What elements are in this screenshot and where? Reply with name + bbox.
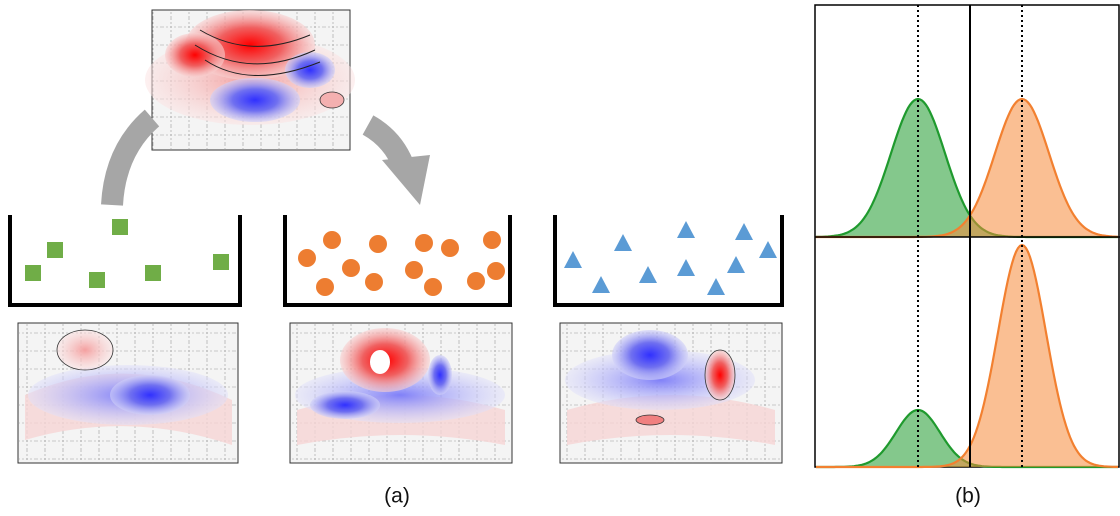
orange-circles xyxy=(298,231,505,296)
map-top xyxy=(145,9,355,151)
distributions xyxy=(814,4,1120,469)
panel-label: (a) xyxy=(384,485,410,508)
density-fill xyxy=(816,410,1119,467)
blue-triangles xyxy=(564,221,777,295)
map-1 xyxy=(17,322,239,464)
panel-label: (b) xyxy=(955,485,981,508)
density-fill xyxy=(816,99,1119,237)
arrows xyxy=(101,109,430,206)
density-fill xyxy=(816,99,1119,237)
density-curve xyxy=(816,243,1118,469)
map-3 xyxy=(559,322,783,464)
bins xyxy=(8,215,784,307)
green-squares xyxy=(25,219,229,288)
map-2 xyxy=(289,322,513,464)
density-fill xyxy=(816,245,1119,467)
